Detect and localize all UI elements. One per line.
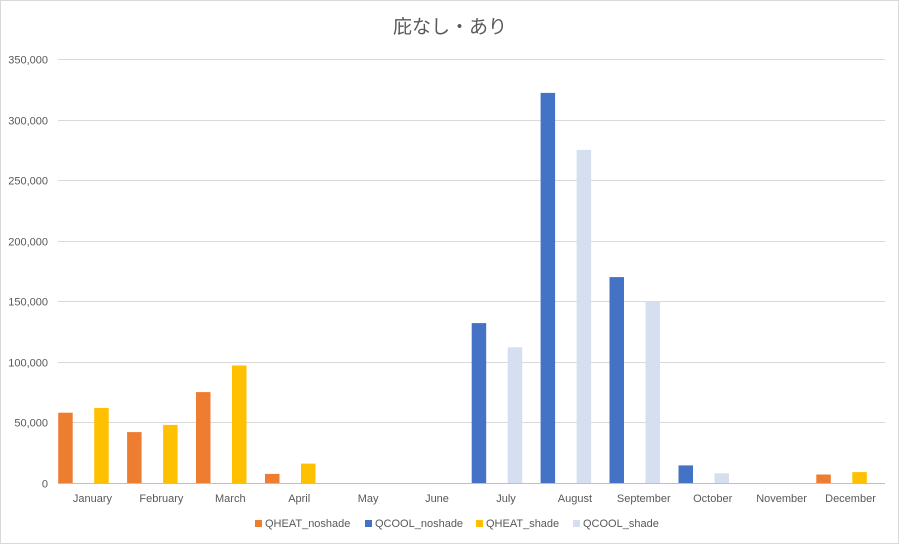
legend-swatch <box>476 520 483 527</box>
x-tick-label: June <box>425 493 449 505</box>
legend-label: QCOOL_noshade <box>375 518 463 530</box>
y-tick-label: 300,000 <box>8 116 48 128</box>
x-tick-label: November <box>756 493 807 505</box>
x-tick-label: October <box>693 493 732 505</box>
y-axis-ticks: 0 50,000 100,000 150,000 200,000 250,000 300,0… <box>8 55 48 491</box>
bar-qcool-shade <box>645 301 660 483</box>
legend-item: QHEAT_noshade <box>255 518 350 530</box>
legend-label: QCOOL_shade <box>583 518 659 530</box>
x-tick-label: April <box>288 493 310 505</box>
y-tick-label: 350,000 <box>8 55 48 67</box>
x-tick-label: September <box>617 493 671 505</box>
bar-qheat-noshade <box>196 392 211 483</box>
x-tick-label: May <box>358 493 379 505</box>
bar-qheat-shade <box>301 463 316 483</box>
legend: QHEAT_noshade QCOOL_noshade QHEAT_shade QCO… <box>255 518 659 530</box>
bar-qheat-noshade <box>58 412 73 483</box>
bar-qcool-shade <box>576 149 592 483</box>
y-tick-label: 200,000 <box>8 237 48 249</box>
legend-swatch <box>365 520 372 527</box>
gridlines <box>58 59 885 484</box>
legend-item: QCOOL_noshade <box>365 518 463 530</box>
x-tick-label: July <box>496 493 516 505</box>
y-tick-label: 250,000 <box>8 176 48 188</box>
y-tick-label: 0 <box>42 479 48 491</box>
x-tick-label: February <box>139 493 184 505</box>
bar-qcool-noshade <box>678 465 693 483</box>
bar-qcool-noshade <box>609 277 624 483</box>
bar-qcool-shade <box>714 473 729 483</box>
bar-qcool-noshade <box>471 323 487 483</box>
bar-qheat-shade <box>232 365 247 483</box>
legend-swatch <box>255 520 262 527</box>
chart-title: 庇なし・あり <box>393 16 507 38</box>
bar-qheat-shade <box>163 424 178 483</box>
bar-qheat-noshade <box>265 473 280 483</box>
y-tick-label: 150,000 <box>8 297 48 309</box>
x-axis-ticks: January February March April May June July Augu… <box>73 493 876 505</box>
legend-label: QHEAT_noshade <box>265 518 350 530</box>
legend-item: QHEAT_shade <box>476 518 559 530</box>
y-tick-label: 100,000 <box>8 358 48 370</box>
legend-swatch <box>573 520 580 527</box>
y-tick-label: 50,000 <box>14 418 48 430</box>
bars <box>58 92 867 484</box>
x-tick-label: March <box>215 493 246 505</box>
x-tick-label: January <box>73 493 113 505</box>
bar-qheat-shade <box>94 407 109 483</box>
bar-qheat-noshade <box>127 432 142 483</box>
legend-item: QCOOL_shade <box>573 518 659 530</box>
x-tick-label: August <box>558 493 592 505</box>
bar-qheat-noshade <box>816 474 831 483</box>
legend-label: QHEAT_shade <box>486 518 559 530</box>
bar-qcool-noshade <box>540 92 556 484</box>
bar-qcool-shade <box>507 347 523 483</box>
x-tick-label: December <box>825 493 876 505</box>
bar-qheat-shade <box>852 472 867 483</box>
